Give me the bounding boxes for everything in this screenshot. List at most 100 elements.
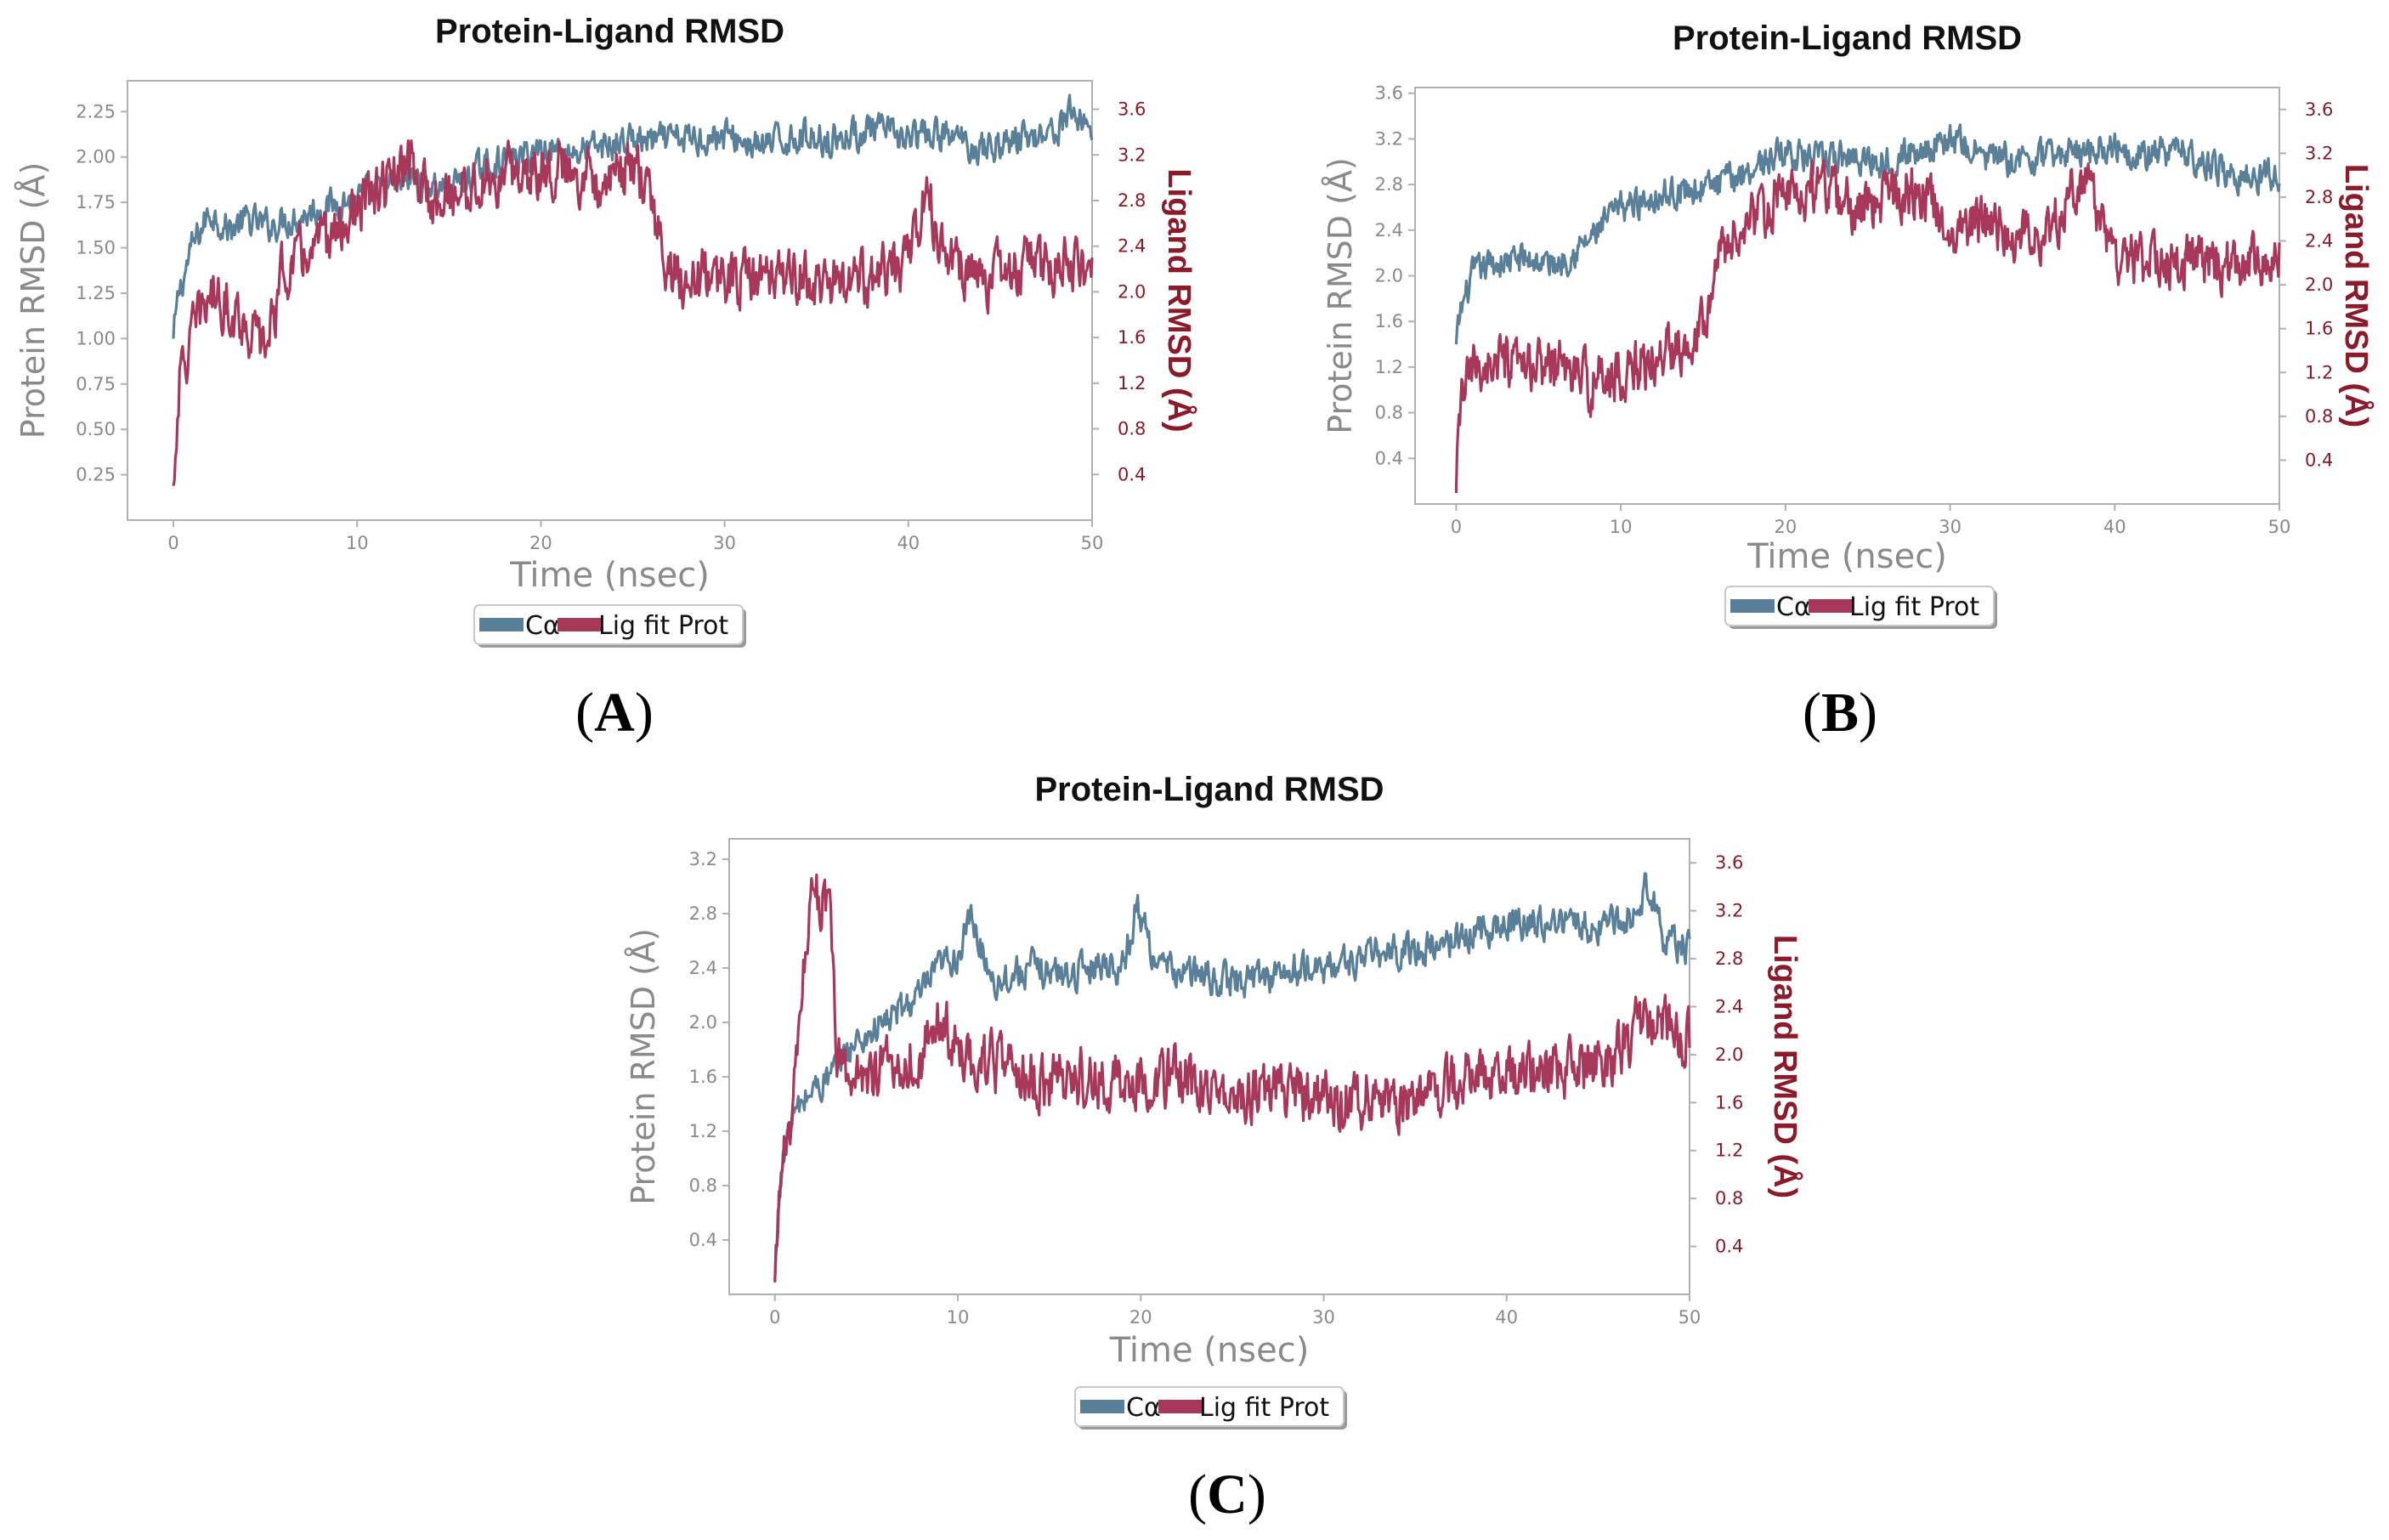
x-axis-label: Time (nsec) <box>1746 537 1947 576</box>
y-tick-label: 2.25 <box>76 101 116 122</box>
y-tick-label: 2.0 <box>689 1012 717 1033</box>
x-tick-label: 10 <box>947 1307 970 1328</box>
legend: Cα Lig fit Prot <box>1074 1386 1347 1430</box>
panel-label-close-paren: ) <box>1248 1464 1266 1526</box>
y-axis-label: Protein RMSD (Å) <box>1322 157 1359 434</box>
y-right-tick-label: 0.4 <box>2305 450 2333 470</box>
x-tick-label: 50 <box>1081 533 1104 553</box>
legend-label-protein: Cα <box>525 611 560 641</box>
x-axis-label: Time (nsec) <box>509 556 710 595</box>
panel-label-letter: A <box>594 682 635 744</box>
x-tick-label: 30 <box>713 533 736 553</box>
y-right-tick-label: 3.2 <box>1715 901 1743 921</box>
y-tick-label: 0.4 <box>1375 448 1403 468</box>
x-tick-label: 40 <box>2103 517 2126 537</box>
legend-swatch-ligand <box>1809 599 1853 613</box>
y-tick-label: 2.0 <box>1375 266 1403 286</box>
x-tick-label: 30 <box>1312 1307 1335 1328</box>
y-right-tick-label: 1.6 <box>1715 1092 1743 1113</box>
legend-box <box>1074 1386 1345 1427</box>
y-tick-label: 0.50 <box>76 419 116 439</box>
plot-frame <box>127 80 1093 521</box>
y-tick-label: 2.8 <box>689 903 717 924</box>
legend-label-protein: Cα <box>1776 592 1811 622</box>
legend-label-ligand: Lig fit Prot <box>598 611 728 641</box>
protein-rmsd-line <box>172 93 1094 339</box>
panel-label: (C) <box>1188 1464 1266 1526</box>
legend-box <box>1724 586 1995 626</box>
y-right-tick-label: 1.6 <box>2305 319 2333 339</box>
y-right-axis-label: Ligand RMSD (Å) <box>1767 935 1804 1198</box>
legend-label-protein: Cα <box>1126 1393 1161 1423</box>
y-tick-label: 2.4 <box>1375 220 1403 241</box>
protein-rmsd-line <box>1454 123 2281 345</box>
y-right-tick-label: 0.8 <box>2305 406 2333 427</box>
y-tick-label: 1.00 <box>76 328 116 348</box>
legend-label-ligand: Lig fit Prot <box>1849 592 1979 622</box>
x-tick-label: 50 <box>2268 517 2291 537</box>
y-right-tick-label: 2.8 <box>1715 948 1743 969</box>
panel-label: (A) <box>575 682 654 744</box>
y-tick-label: 1.6 <box>1375 311 1403 331</box>
y-tick-label: 2.00 <box>76 147 116 167</box>
x-tick-label: 20 <box>1129 1307 1152 1328</box>
panel-label-open-paren: ( <box>1803 682 1821 744</box>
y-tick-label: 1.2 <box>1375 357 1403 377</box>
protein-rmsd-line <box>773 872 1691 1282</box>
panel-label-close-paren: ) <box>635 682 654 744</box>
y-tick-label: 1.6 <box>689 1067 717 1087</box>
y-right-tick-label: 0.4 <box>1118 464 1146 484</box>
y-right-tick-label: 2.0 <box>1715 1045 1743 1065</box>
plot-frame <box>1414 87 2280 505</box>
x-tick-label: 40 <box>897 533 920 553</box>
legend-swatch-protein <box>479 618 524 631</box>
x-tick-label: 30 <box>1939 517 1962 537</box>
x-tick-label: 0 <box>769 1307 780 1328</box>
panel-c: Protein-Ligand RMSD 0 10 20 30 40 50 0.4 0.8 1.2 1… <box>625 771 1804 1526</box>
panel-b: Protein-Ligand RMSD 0 10 20 30 40 50 0.4 0.8 1.2 1… <box>1322 20 2375 744</box>
y-right-tick-label: 1.2 <box>2305 362 2333 382</box>
y-right-tick-label: 2.4 <box>2305 231 2333 252</box>
y-tick-label: 1.2 <box>689 1121 717 1141</box>
y-right-tick-label: 2.0 <box>2305 275 2333 295</box>
ligand-rmsd-line <box>1454 159 2281 494</box>
panel-label-open-paren: ( <box>575 682 594 744</box>
y-axis-label: Protein RMSD (Å) <box>14 162 52 439</box>
panel-label-close-paren: ) <box>1859 682 1877 744</box>
y-tick-label: 0.4 <box>689 1230 717 1250</box>
y-tick-label: 0.25 <box>76 465 116 485</box>
y-tick-label: 2.8 <box>1375 174 1403 195</box>
x-tick-label: 20 <box>529 533 552 553</box>
y-tick-label: 3.2 <box>1375 128 1403 149</box>
plot-frame <box>728 838 1690 1295</box>
y-tick-label: 1.50 <box>76 238 116 258</box>
x-tick-label: 0 <box>1451 517 1462 537</box>
y-right-tick-label: 1.2 <box>1715 1141 1743 1161</box>
y-right-tick-label: 3.6 <box>2305 99 2333 120</box>
y-tick-label: 3.6 <box>1375 83 1403 104</box>
y-right-tick-label: 0.4 <box>1715 1237 1743 1257</box>
y-tick-label: 3.2 <box>689 849 717 869</box>
x-tick-label: 0 <box>167 533 178 553</box>
panel-label-open-paren: ( <box>1188 1464 1207 1526</box>
legend-swatch-protein <box>1730 599 1775 613</box>
chart-title: Protein-Ligand RMSD <box>1034 771 1384 808</box>
panel-a: Protein-Ligand RMSD 0 10 20 30 40 50 0.25 0.50 0.… <box>14 13 1198 744</box>
x-tick-label: 10 <box>346 533 369 553</box>
ligand-rmsd-line <box>773 873 1691 1282</box>
ligand-rmsd-line <box>172 139 1094 486</box>
x-tick-label: 40 <box>1495 1307 1518 1328</box>
y-right-tick-label: 0.8 <box>1715 1188 1743 1209</box>
legend-swatch-ligand <box>1158 1400 1203 1413</box>
y-right-tick-label: 3.6 <box>1118 99 1146 120</box>
y-right-tick-label: 2.8 <box>1118 190 1146 211</box>
x-axis-label: Time (nsec) <box>1109 1331 1310 1370</box>
y-right-tick-label: 2.4 <box>1715 996 1743 1016</box>
y-right-tick-label: 2.8 <box>2305 187 2333 207</box>
x-tick-label: 20 <box>1774 517 1797 537</box>
x-tick-label: 50 <box>1679 1307 1701 1328</box>
legend-label-ligand: Lig fit Prot <box>1199 1393 1329 1423</box>
y-tick-label: 0.8 <box>689 1175 717 1196</box>
panel-label: (B) <box>1803 682 1877 744</box>
